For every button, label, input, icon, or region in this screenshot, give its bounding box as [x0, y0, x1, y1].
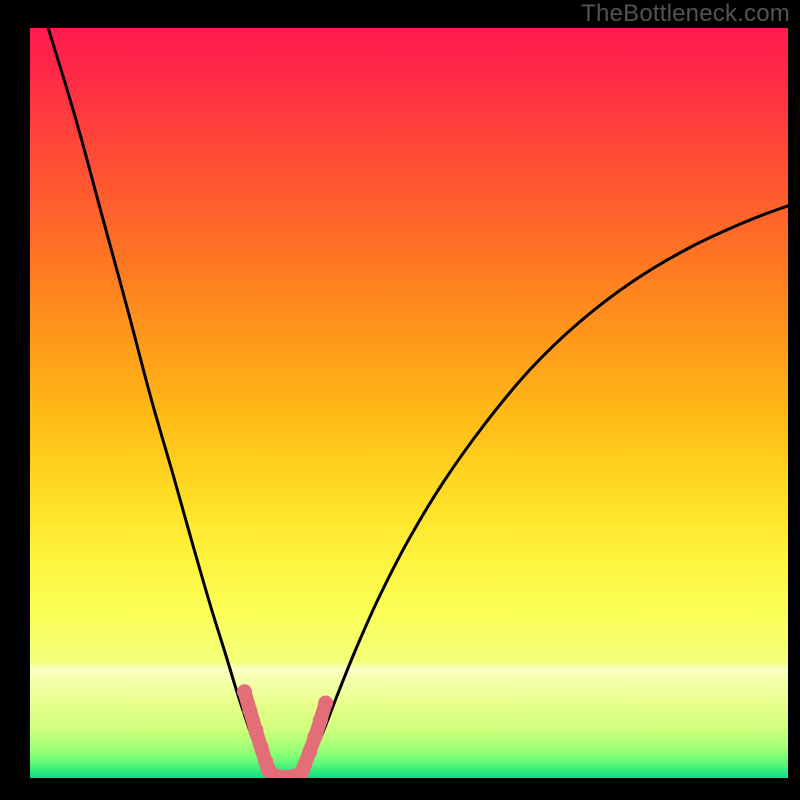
plot-area	[30, 28, 788, 778]
watermark-text: TheBottleneck.com	[581, 0, 790, 28]
gradient-background	[30, 28, 788, 778]
